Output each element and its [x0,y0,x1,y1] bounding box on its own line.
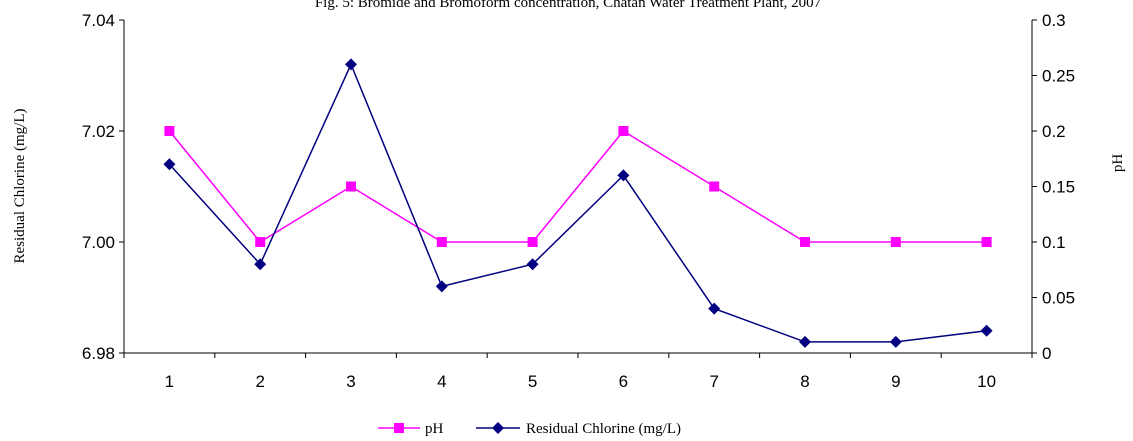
x-tick-label: 7 [709,372,718,391]
legend-item-ph: pH [378,421,444,437]
chart-title: Fig. 5: Bromide and Bromoform concentrat… [315,0,822,11]
series-line-ph [168,130,987,243]
x-tick-label: 10 [977,372,996,391]
data-point-ph [164,126,175,136]
data-point-ph [527,237,538,247]
left-y-tick-label: 6.98 [82,344,115,363]
series-layer [163,58,993,348]
data-point-residual-chlorine-mg-l [163,158,176,171]
right-y-ticks: 0 0.05 0.1 0.15 0.2 0.25 0.3 [1032,11,1075,363]
left-y-tick-label: 7.02 [82,122,115,141]
data-point-residual-chlorine-mg-l [980,324,993,337]
series-line-residual-chlorine-mg-l [168,62,987,343]
data-point-ph [618,126,629,136]
data-point-ph [346,181,356,192]
left-y-tick-label: 7.04 [82,11,115,30]
data-point-ph [709,181,720,192]
x-tick-label: 3 [346,372,355,391]
data-point-ph [800,237,810,247]
data-point-ph [890,237,901,247]
data-point-residual-chlorine-mg-l [435,280,448,293]
data-point-residual-chlorine-mg-l [617,169,630,182]
data-point-residual-chlorine-mg-l [799,335,811,348]
x-tick-label: 6 [619,372,628,391]
right-y-tick-label: 0.05 [1042,289,1075,308]
data-point-residual-chlorine-mg-l [708,302,721,315]
data-point-residual-chlorine-mg-l [889,335,902,348]
x-tick-label: 8 [800,372,809,391]
x-tick-label: 1 [165,372,174,391]
left-y-axis-label: Residual Chlorine (mg/L) [12,109,28,264]
x-tick-label: 4 [437,372,446,391]
data-point-ph [436,237,447,247]
legend-chlorine-marker [492,422,504,434]
right-y-tick-label: 0.2 [1042,122,1066,141]
right-y-tick-label: 0.25 [1042,67,1075,86]
legend: pH Residual Chlorine (mg/L) [378,421,681,437]
data-point-ph [255,237,266,247]
data-point-ph [981,237,992,247]
legend-ph-marker [394,423,404,433]
x-tick-label: 5 [528,372,537,391]
x-tick-label: 9 [891,372,900,391]
right-y-tick-label: 0 [1042,344,1051,363]
data-point-residual-chlorine-mg-l [526,258,539,271]
legend-chlorine-label: Residual Chlorine (mg/L) [526,421,681,437]
x-ticks: 1 2 3 4 5 6 7 8 9 10 [123,353,1033,391]
data-point-residual-chlorine-mg-l [254,258,267,271]
right-y-tick-label: 0.15 [1042,178,1075,197]
data-point-residual-chlorine-mg-l [345,58,357,71]
legend-item-residual-chlorine: Residual Chlorine (mg/L) [476,421,681,437]
left-y-tick-label: 7.00 [82,233,115,252]
x-tick-label: 2 [255,372,264,391]
right-y-tick-label: 0.1 [1042,233,1066,252]
right-y-axis-label: pH [1110,154,1126,173]
legend-ph-label: pH [425,421,444,437]
left-y-ticks: 6.98 7.00 7.02 7.04 [82,11,124,363]
right-y-tick-label: 0.3 [1042,11,1066,30]
